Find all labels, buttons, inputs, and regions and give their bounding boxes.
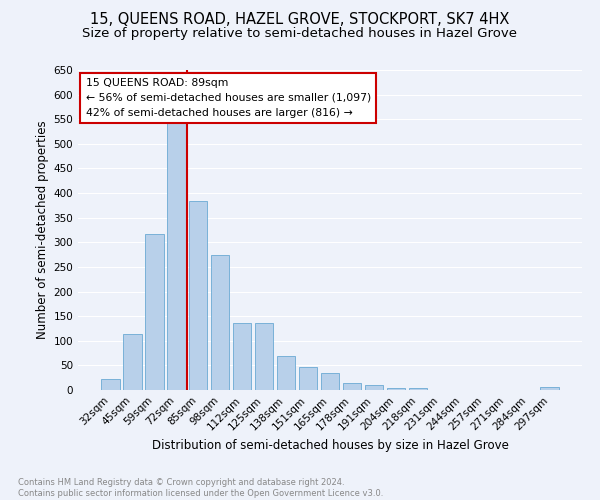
Bar xyxy=(277,356,295,390)
Bar xyxy=(255,322,274,390)
Bar xyxy=(123,334,142,390)
Text: 15, QUEENS ROAD, HAZEL GROVE, STOCKPORT, SK7 4HX: 15, QUEENS ROAD, HAZEL GROVE, STOCKPORT,… xyxy=(91,12,509,28)
Bar xyxy=(365,385,383,390)
Text: Contains HM Land Registry data © Crown copyright and database right 2024.
Contai: Contains HM Land Registry data © Crown c… xyxy=(18,478,383,498)
Bar xyxy=(211,254,229,390)
Bar xyxy=(233,322,251,390)
Bar xyxy=(299,367,317,390)
Bar xyxy=(343,382,361,390)
Bar xyxy=(167,122,185,390)
Bar xyxy=(189,202,208,390)
Text: 15 QUEENS ROAD: 89sqm
← 56% of semi-detached houses are smaller (1,097)
42% of s: 15 QUEENS ROAD: 89sqm ← 56% of semi-deta… xyxy=(86,78,371,118)
Bar xyxy=(145,234,164,390)
Bar xyxy=(541,386,559,390)
Text: Size of property relative to semi-detached houses in Hazel Grove: Size of property relative to semi-detach… xyxy=(83,28,517,40)
X-axis label: Distribution of semi-detached houses by size in Hazel Grove: Distribution of semi-detached houses by … xyxy=(152,438,508,452)
Bar xyxy=(409,388,427,390)
Y-axis label: Number of semi-detached properties: Number of semi-detached properties xyxy=(36,120,49,340)
Bar xyxy=(386,388,405,390)
Bar xyxy=(320,373,340,390)
Bar xyxy=(101,379,119,390)
